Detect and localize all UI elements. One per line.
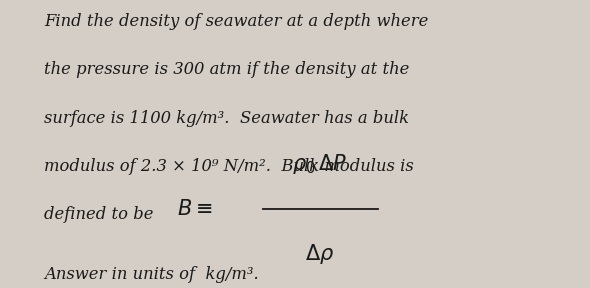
Text: $B \equiv$: $B \equiv$ [177, 199, 212, 219]
Text: Answer in units of  kg/m³.: Answer in units of kg/m³. [44, 266, 259, 283]
Text: $\Delta\rho$: $\Delta\rho$ [306, 242, 335, 266]
Text: $\rho_0\,\Delta P$: $\rho_0\,\Delta P$ [293, 152, 348, 176]
Text: modulus of 2.3 × 10⁹ N/m².  Bulk modulus is: modulus of 2.3 × 10⁹ N/m². Bulk modulus … [44, 158, 414, 175]
Text: defined to be: defined to be [44, 206, 154, 223]
Text: the pressure is 300 atm if the density at the: the pressure is 300 atm if the density a… [44, 61, 409, 78]
Text: surface is 1100 kg/m³.  Seawater has a bulk: surface is 1100 kg/m³. Seawater has a bu… [44, 110, 409, 127]
Text: Find the density of seawater at a depth where: Find the density of seawater at a depth … [44, 13, 428, 30]
